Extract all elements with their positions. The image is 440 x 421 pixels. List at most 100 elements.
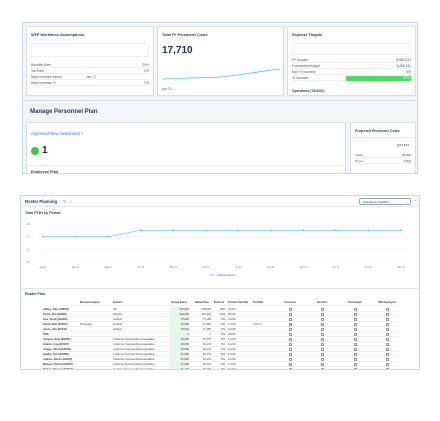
transfer-checkbox[interactable] <box>320 363 324 366</box>
bonus-percent[interactable]: 10% <box>219 308 225 311</box>
market-rate[interactable]: 0 <box>209 333 212 336</box>
transfer-checkbox[interactable] <box>320 338 324 341</box>
position[interactable]: Customer Success Representative <box>113 348 155 351</box>
start-date[interactable]: 3/1/19 <box>228 313 236 316</box>
bonus-percent[interactable]: 10% <box>219 313 225 316</box>
promoted-checkbox[interactable] <box>288 333 292 336</box>
bonus-percent[interactable]: 5% <box>221 318 225 321</box>
market-rate[interactable]: 49,176 <box>202 353 211 356</box>
transfer-checkbox[interactable] <box>320 323 324 326</box>
promoted-checkbox[interactable] <box>288 353 292 356</box>
annual-salary[interactable]: 48,000 <box>169 342 189 347</box>
tbh-checkbox[interactable] <box>385 328 389 331</box>
position[interactable]: Analyst <box>113 323 122 326</box>
terminated-checkbox[interactable] <box>353 328 357 331</box>
market-rate[interactable]: 115,333 <box>201 313 211 316</box>
promoted-checkbox[interactable] <box>288 368 292 369</box>
end-date[interactable]: 4/24/21 <box>253 323 262 326</box>
transfer-checkbox[interactable] <box>320 343 324 346</box>
position[interactable]: Analyst <box>113 328 122 331</box>
terminated-checkbox[interactable] <box>353 368 357 369</box>
terminated-checkbox[interactable] <box>353 333 357 336</box>
promoted-checkbox[interactable] <box>288 328 292 331</box>
bonus-percent[interactable]: 5% <box>221 358 225 361</box>
terminated-checkbox[interactable] <box>353 338 357 341</box>
annual-salary[interactable]: 118,000 <box>169 312 189 317</box>
bonus-percent[interactable]: 5% <box>221 353 225 356</box>
annual-salary[interactable]: 47,000 <box>169 362 189 367</box>
tbh-checkbox[interactable] <box>385 338 389 341</box>
star-icon[interactable]: ☆ <box>69 198 73 204</box>
bonus-percent[interactable]: 5% <box>221 323 225 326</box>
market-rate[interactable]: 71,182 <box>202 323 211 326</box>
market-rate[interactable]: 71,182 <box>202 318 211 321</box>
market-rate[interactable]: 49,176 <box>202 368 211 370</box>
terminated-checkbox[interactable] <box>353 308 357 311</box>
tbh-checkbox[interactable] <box>385 313 389 316</box>
market-rate[interactable]: 49,176 <box>202 358 211 361</box>
terminated-checkbox[interactable] <box>353 323 357 326</box>
annual-salary[interactable]: 75,000 <box>169 327 189 332</box>
position[interactable]: Customer Success Representative <box>113 343 155 346</box>
terminated-checkbox[interactable] <box>353 363 357 366</box>
transfer-checkbox[interactable] <box>320 348 324 351</box>
position[interactable]: Customer Success Representative <box>113 353 155 356</box>
start-date[interactable]: 1/1/19 <box>228 353 236 356</box>
promoted-checkbox[interactable]: ✓ <box>288 323 292 326</box>
market-rate[interactable]: 49,176 <box>202 363 211 366</box>
operations-dropdown[interactable]: Operations (TAD001) ⌄ <box>359 198 411 205</box>
bonus-percent[interactable]: 5% <box>221 363 225 366</box>
position[interactable]: VP <box>113 308 117 311</box>
bonus-percent[interactable]: 5% <box>221 338 225 341</box>
tbh-checkbox[interactable] <box>385 318 389 321</box>
position[interactable]: Customer Success Representative <box>113 358 155 361</box>
terminated-checkbox[interactable] <box>353 318 357 321</box>
start-date[interactable]: 2/1/19 <box>228 318 236 321</box>
tbh-checkbox[interactable] <box>385 333 389 336</box>
market-rate[interactable]: 71,182 <box>202 328 211 331</box>
terminated-checkbox[interactable] <box>353 358 357 361</box>
transfer-checkbox[interactable] <box>320 368 324 369</box>
start-date[interactable]: 1/1/19 <box>228 328 236 331</box>
annual-salary[interactable]: 140,000 <box>169 307 189 312</box>
terminated-checkbox[interactable] <box>353 313 357 316</box>
tbh-checkbox[interactable] <box>385 343 389 346</box>
promoted-checkbox[interactable] <box>288 348 292 351</box>
tbh-checkbox[interactable] <box>385 363 389 366</box>
market-rate[interactable]: 49,176 <box>202 348 211 351</box>
annual-salary[interactable]: 49,500 <box>169 347 189 352</box>
start-date[interactable]: 1/1/19 <box>228 363 236 366</box>
promoted-checkbox[interactable] <box>288 308 292 311</box>
position[interactable]: Customer Success Representative <box>113 338 155 341</box>
bonus-percent[interactable]: 5% <box>221 368 225 370</box>
promoted-checkbox[interactable] <box>288 313 292 316</box>
approved-headcount-link[interactable]: Approved New Headcount > <box>31 131 84 136</box>
tbh-checkbox[interactable] <box>385 368 389 369</box>
market-rate[interactable]: 138,000 <box>201 308 211 311</box>
bonus-percent[interactable]: 5% <box>221 348 225 351</box>
transfer-checkbox[interactable] <box>320 308 324 311</box>
collapse-icon[interactable]: − <box>414 197 417 204</box>
terminated-checkbox[interactable] <box>353 348 357 351</box>
market-rate[interactable]: 49,176 <box>202 338 211 341</box>
annual-salary[interactable]: 51,100 <box>169 367 189 369</box>
transfer-checkbox[interactable] <box>320 358 324 361</box>
promoted-checkbox[interactable] <box>288 343 292 346</box>
annual-salary[interactable]: 52,500 <box>169 352 189 357</box>
position[interactable]: Analyst <box>113 318 122 321</box>
annual-salary[interactable]: 81,000 <box>169 322 189 327</box>
bonus-percent[interactable]: 0% <box>221 333 225 336</box>
market-rate[interactable]: 49,176 <box>202 343 211 346</box>
start-date[interactable]: 1/1/19 <box>228 338 236 341</box>
start-date[interactable]: 1/1/19 <box>228 343 236 346</box>
start-date[interactable]: 1/1/19 <box>228 323 236 326</box>
bonus-percent[interactable]: 5% <box>221 328 225 331</box>
annual-salary[interactable]: 0 <box>169 332 189 337</box>
tbh-checkbox[interactable] <box>385 358 389 361</box>
position[interactable]: Customer Success Representative <box>113 363 155 366</box>
annual-salary[interactable]: 51,000 <box>169 357 189 362</box>
promoted-checkbox[interactable] <box>288 338 292 341</box>
position[interactable]: Customer Success Representative <box>113 368 155 370</box>
transfer-checkbox[interactable] <box>320 313 324 316</box>
bonus-percent[interactable]: 5% <box>221 343 225 346</box>
